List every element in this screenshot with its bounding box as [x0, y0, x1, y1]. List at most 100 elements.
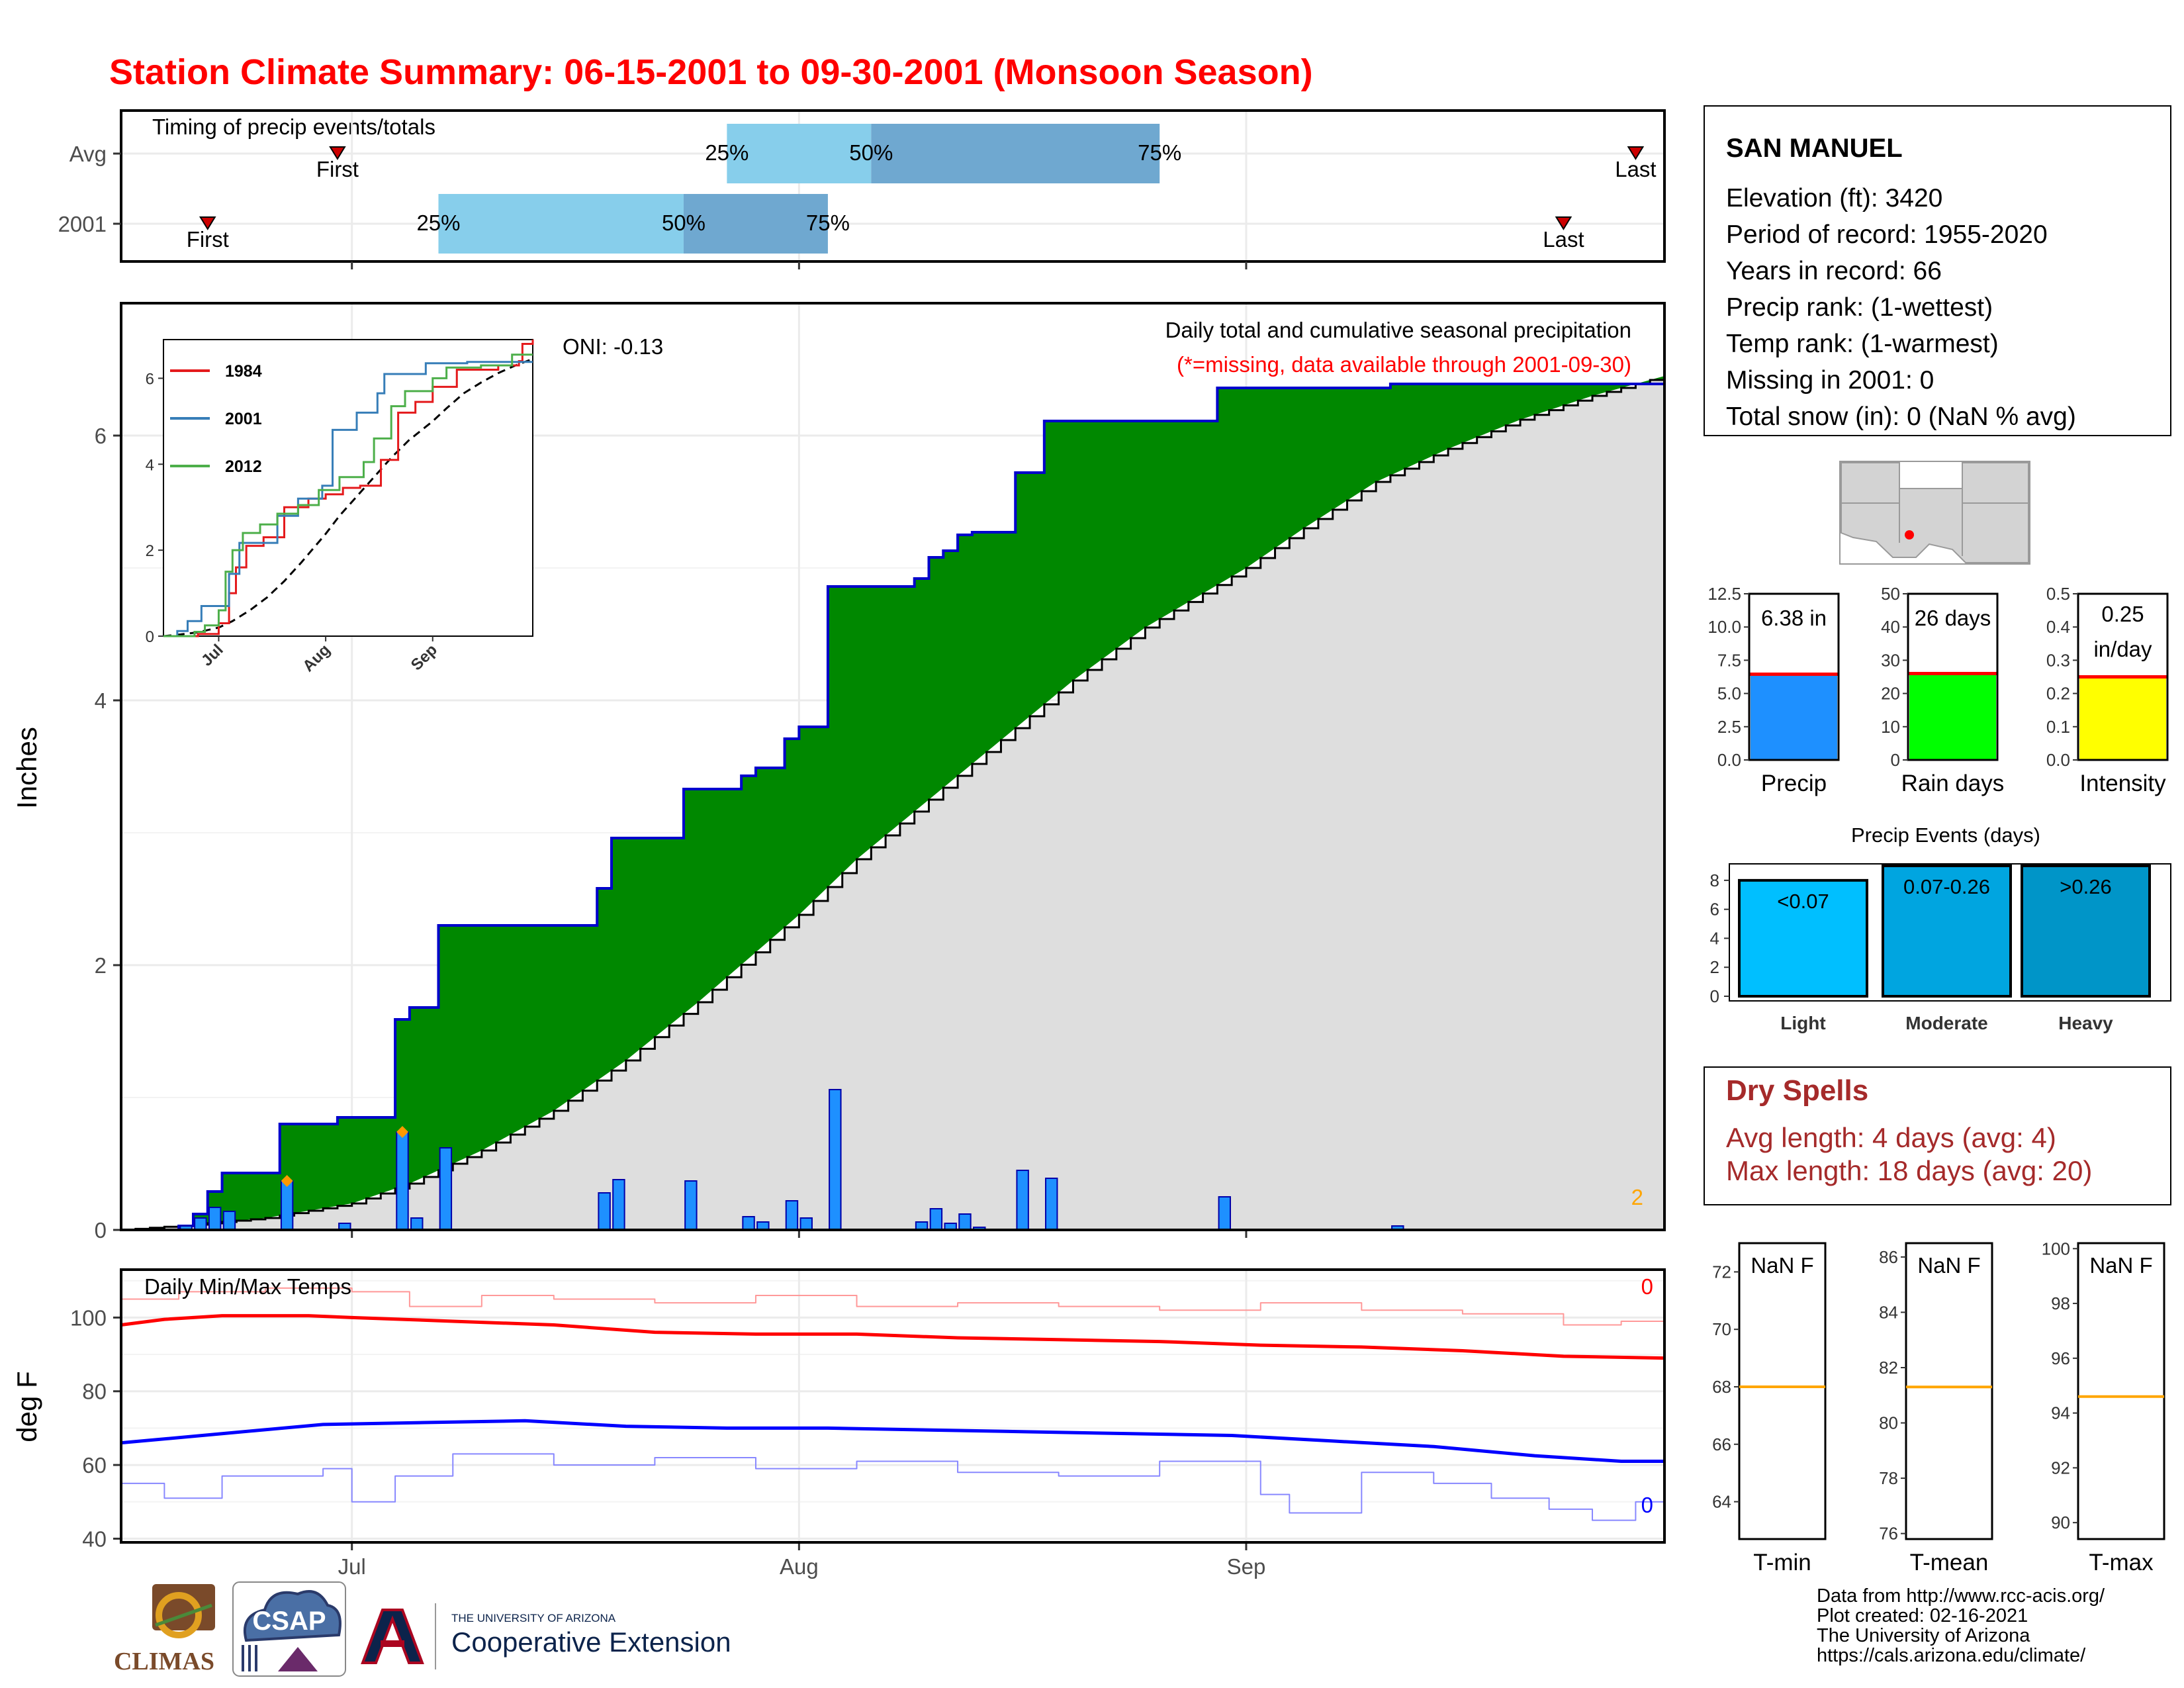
summary-ytick-label: 10.0	[1707, 617, 1741, 637]
temp-bar-ytick-label: 68	[1712, 1377, 1731, 1397]
precip-ylabel: Inches	[11, 727, 42, 809]
daily-precip-bar	[598, 1192, 611, 1231]
timing-q75-label: 75%	[1138, 140, 1181, 165]
summary-value-label: 0.25	[2101, 602, 2144, 626]
temp-bar-ytick-label: 70	[1712, 1319, 1731, 1339]
summary-category-label: Precip	[1761, 771, 1827, 796]
temp-bar-ytick-label: 72	[1712, 1262, 1731, 1282]
temp-panel-border	[120, 1268, 1666, 1544]
summary-ytick-label: 0	[1891, 750, 1900, 770]
temp-ytick-label: 80	[82, 1380, 107, 1404]
inset-ytick-label: 6	[146, 370, 154, 388]
timing-last-marker	[1555, 216, 1572, 230]
timing-first-label: First	[187, 227, 229, 252]
station-line-years: Years in record: 66	[1726, 257, 1942, 285]
summary-value-label: 26 days	[1915, 606, 1991, 630]
summary-value-label: 6.38 in	[1761, 606, 1827, 630]
inset-line-2012	[163, 353, 533, 637]
timing-bar-q50-q75	[683, 194, 828, 254]
events-bar-range: 0.07-0.26	[1903, 875, 1990, 898]
footer-line-university: The University of Arizona	[1817, 1625, 2030, 1646]
station-line-temp-rank: Temp rank: (1-warmest)	[1726, 330, 1999, 358]
summary-ytick-label: 0.2	[2046, 684, 2070, 704]
temp-panel: 40 60 80 100 Jul Aug Sep deg F Daily Min/Max T…	[11, 1268, 1666, 1579]
temp-bar-frame	[2077, 1242, 2165, 1540]
daily-precip-bar	[958, 1213, 972, 1231]
temp-xtick-label: Aug	[780, 1554, 819, 1579]
climas-logo: CLIMAS	[114, 1584, 215, 1675]
temp-line-tmax-avg	[120, 1314, 1665, 1360]
inset-line-2001	[163, 361, 533, 637]
tmin-missing-count: 0	[1641, 1493, 1653, 1517]
temp-bar-label: T-mean	[1910, 1550, 1989, 1575]
timing-row-label: 2001	[58, 212, 107, 236]
daily-precip-bar	[684, 1180, 698, 1231]
station-name: SAN MANUEL	[1726, 134, 1903, 163]
events-bar-moderate	[1882, 865, 2012, 998]
precip-ytick-label: 2	[95, 953, 107, 978]
events-ytick-label: 0	[1710, 986, 1719, 1006]
inset-legend-label: 2001	[225, 410, 262, 428]
inset-legend-label: 1984	[225, 362, 262, 381]
map-states	[1841, 462, 2029, 563]
summary-ytick-label: 0.5	[2046, 584, 2070, 604]
temp-ytick-label: 40	[82, 1526, 107, 1551]
timing-bar-q25-q50	[438, 194, 684, 254]
daily-precip-bar	[208, 1207, 222, 1231]
timing-panel-label: Timing of precip events/totals	[152, 115, 435, 139]
page-title: Station Climate Summary: 06-15-2001 to 0…	[109, 52, 1313, 92]
university-of-arizona-logo: THE UNIVERSITY OF ARIZONA Cooperative Ex…	[361, 1603, 731, 1669]
temp-bar-ytick-label: 86	[1879, 1247, 1898, 1267]
temp-bar-ytick-label: 96	[2051, 1348, 2070, 1368]
ua-small-text: THE UNIVERSITY OF ARIZONA	[451, 1612, 616, 1624]
events-bar-light	[1738, 878, 1868, 998]
temp-xtick-label: Sep	[1227, 1554, 1266, 1579]
events-ytick-label: 4	[1710, 928, 1719, 948]
temp-panel-label: Daily Min/Max Temps	[144, 1274, 351, 1299]
inset-line-1984	[163, 340, 534, 637]
timing-q25-label: 25%	[416, 211, 460, 235]
station-line-precip-rank: Precip rank: (1-wettest)	[1726, 293, 1993, 322]
precip-caption-missing: (*=missing, data available through 2001-…	[1177, 352, 1631, 377]
summary-ytick-label: 50	[1881, 584, 1900, 604]
precip-corner-count: 2	[1631, 1185, 1643, 1209]
summary-value-unit: in/day	[2093, 637, 2152, 661]
timing-bar-q50-q75	[871, 124, 1160, 183]
station-info-box: SAN MANUEL Elevation (ft): 3420 Period o…	[1704, 105, 2171, 436]
station-line-missing: Missing in 2001: 0	[1726, 366, 1934, 395]
average-cumulative-line	[121, 376, 1666, 1231]
station-line-elevation: Elevation (ft): 3420	[1726, 184, 1942, 212]
precip-panel-border	[120, 302, 1666, 1231]
temp-bar-ytick-label: 64	[1712, 1492, 1731, 1512]
timing-first-marker	[199, 216, 216, 230]
temp-line-tmin-2001	[121, 1453, 1665, 1532]
timing-q50-label: 50%	[849, 140, 893, 165]
daily-precip-bar	[612, 1179, 625, 1231]
temp-bar-value: NaN F	[2089, 1253, 2152, 1278]
timing-first-marker	[329, 146, 346, 160]
events-bar-range: <0.07	[1777, 890, 1829, 913]
temp-bar-ytick-label: 94	[2051, 1403, 2070, 1423]
csap-logo: CSAP	[232, 1581, 346, 1677]
timing-q75-label: 75%	[806, 211, 850, 235]
daily-precip-bar	[1016, 1170, 1029, 1231]
summary-ytick-label: 0.0	[1717, 750, 1741, 770]
footer-line-url: https://cals.arizona.edu/climate/	[1817, 1645, 2086, 1666]
footer-line-data: Data from http://www.rcc-acis.org/	[1817, 1585, 2105, 1607]
temp-panel-frame	[121, 1270, 1664, 1542]
timing-bar-q25-q50	[727, 124, 872, 183]
summary-category-label: Intensity	[2079, 771, 2166, 796]
events-ytick-label: 6	[1710, 900, 1719, 919]
temp-bar-ytick-label: 98	[2051, 1293, 2070, 1313]
summary-category-label: Rain days	[1901, 771, 2005, 796]
temp-bar-ytick-label: 76	[1879, 1524, 1898, 1544]
missing-data-marker	[396, 1126, 408, 1138]
daily-precip-bar	[280, 1180, 294, 1231]
timing-last-label: Last	[1543, 227, 1584, 252]
missing-data-marker	[281, 1175, 293, 1187]
precip-caption: Daily total and cumulative seasonal prec…	[1165, 318, 1631, 342]
temp-bar-ytick-label: 66	[1712, 1434, 1731, 1454]
temp-bar-ytick-label: 82	[1879, 1358, 1898, 1378]
footer-credits: Data from http://www.rcc-acis.org/ Plot …	[1817, 1585, 2105, 1666]
